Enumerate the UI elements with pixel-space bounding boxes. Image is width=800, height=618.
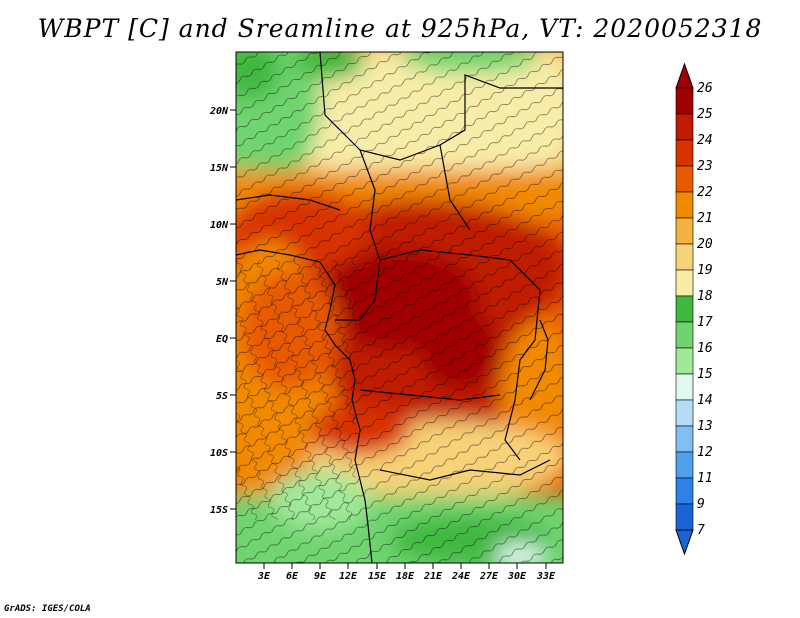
colorbar-swatch [675, 347, 694, 375]
colorbar-swatch [675, 191, 694, 219]
colorbar-label: 11 [697, 471, 713, 486]
colorbar-label: 20 [697, 237, 713, 252]
colorbar-label: 24 [697, 133, 713, 148]
colorbar-label: 21 [697, 211, 713, 226]
colorbar-swatch [675, 373, 694, 401]
lat-tick: 15S [210, 505, 236, 516]
svg-text:33E: 33E [536, 571, 556, 582]
lon-tick: 6E [286, 563, 299, 582]
colorbar-swatch [675, 503, 694, 531]
svg-text:20N: 20N [209, 106, 229, 117]
lon-tick: 30E [507, 563, 527, 582]
lat-tick: 15N [210, 163, 236, 174]
map-frame [235, 51, 564, 564]
colorbar-label: 17 [697, 315, 713, 330]
colorbar-swatch [675, 321, 694, 349]
colorbar-swatch [675, 165, 694, 193]
colorbar-label: 18 [697, 289, 713, 304]
colorbar-swatch [675, 113, 694, 141]
lat-tick: 5N [216, 277, 236, 288]
svg-text:5S: 5S [216, 391, 228, 402]
svg-text:6E: 6E [286, 571, 299, 582]
colorbar-label: 16 [697, 341, 713, 356]
colorbar-swatch [675, 269, 694, 297]
colorbar-label: 9 [697, 497, 705, 512]
svg-text:9E: 9E [314, 571, 327, 582]
lon-tick: 15E [368, 563, 387, 582]
lat-axis: 20N 15N 10N 5N EQ 5S 10S 15S [209, 106, 236, 516]
svg-text:5N: 5N [216, 277, 229, 288]
colorbar-swatch [675, 451, 694, 479]
svg-text:21E: 21E [423, 571, 443, 582]
svg-text:10S: 10S [210, 448, 228, 459]
colorbar-bottom-arrow [675, 529, 694, 556]
map-title: WBPT [C] and Sreamline at 925hPa, VT: 20… [37, 14, 763, 43]
svg-text:15S: 15S [210, 505, 228, 516]
colorbar-label: 23 [697, 159, 713, 174]
svg-text:24E: 24E [451, 571, 471, 582]
lon-tick: 33E [536, 563, 556, 582]
svg-text:3E: 3E [257, 571, 271, 582]
map-plot-area [236, 52, 563, 563]
colorbar-label: 19 [697, 263, 713, 278]
svg-text:15E: 15E [368, 571, 387, 582]
lat-tick: 10N [210, 220, 236, 231]
lat-tick: 10S [210, 448, 236, 459]
lat-tick: 5S [216, 391, 236, 402]
colorbar-swatch [675, 399, 694, 427]
colorbar: 26 25 24 23 22 21 20 19 18 17 16 15 14 13 12 11 9 7 [675, 62, 713, 556]
colorbar-swatch [675, 217, 694, 245]
colorbar-swatch [675, 295, 694, 323]
lon-tick: 24E [451, 563, 471, 582]
lon-tick: 21E [423, 563, 443, 582]
svg-text:15N: 15N [210, 163, 229, 174]
svg-text:27E: 27E [479, 571, 499, 582]
svg-text:10N: 10N [210, 220, 229, 231]
svg-text:EQ: EQ [216, 334, 228, 345]
colorbar-label: 12 [697, 445, 713, 460]
svg-text:18E: 18E [396, 571, 415, 582]
colorbar-label: 22 [697, 185, 713, 200]
lon-axis: 3E 6E 9E 12E 15E 18E 21E 24E 27E 30E 33E [257, 563, 556, 582]
lon-tick: 3E [257, 563, 271, 582]
colorbar-label: 15 [697, 367, 713, 382]
colorbar-swatch [675, 477, 694, 505]
lat-tick: 20N [209, 106, 236, 117]
lon-tick: 18E [396, 563, 415, 582]
lon-tick: 27E [479, 563, 499, 582]
colorbar-swatch [675, 243, 694, 271]
colorbar-label: 25 [697, 107, 713, 122]
colorbar-swatch [675, 139, 694, 167]
colorbar-label: 14 [697, 393, 713, 408]
colorbar-label: 13 [697, 419, 713, 434]
lon-tick: 12E [339, 563, 358, 582]
grads-credit: GrADS: IGES/COLA [4, 604, 91, 614]
svg-text:12E: 12E [339, 571, 358, 582]
colorbar-swatch [675, 87, 694, 115]
colorbar-label: 7 [697, 523, 705, 538]
lat-tick: EQ [216, 334, 236, 345]
lon-tick: 9E [314, 563, 327, 582]
colorbar-label: 26 [697, 81, 713, 96]
colorbar-swatch [675, 425, 694, 453]
colorbar-top-arrow [675, 62, 694, 89]
svg-text:30E: 30E [507, 571, 527, 582]
